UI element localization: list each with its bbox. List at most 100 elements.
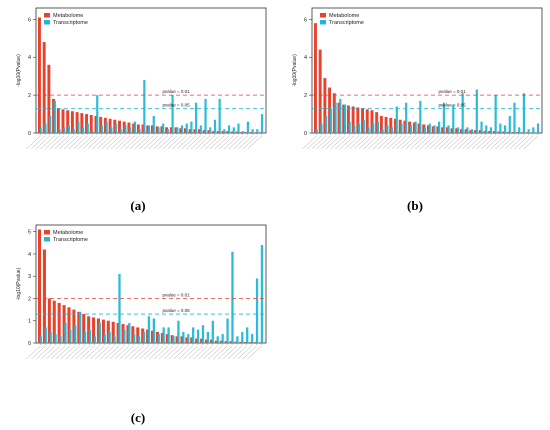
bar-transcriptome — [236, 336, 239, 343]
legend-swatch — [44, 237, 50, 242]
bar-metabolome — [224, 341, 228, 343]
bar-metabolome — [132, 123, 136, 133]
bar-metabolome — [394, 118, 397, 133]
bar-metabolome — [221, 131, 225, 133]
bar-metabolome — [52, 300, 56, 343]
bar-metabolome — [226, 131, 230, 133]
x-category-label-stroke — [495, 135, 510, 150]
bar-transcriptome — [256, 129, 259, 133]
bar-metabolome — [323, 78, 327, 133]
bar-metabolome — [151, 330, 155, 343]
bar-metabolome — [351, 106, 355, 133]
x-category-label-stroke — [158, 135, 173, 150]
bar-metabolome — [207, 130, 211, 133]
bar-transcriptome — [54, 334, 57, 343]
bar-transcriptome — [98, 322, 101, 343]
x-category-label-stroke — [523, 135, 538, 150]
bar-transcriptome — [339, 98, 342, 133]
bar-metabolome — [375, 112, 379, 133]
bar-transcriptome — [532, 127, 535, 133]
bar-transcriptome — [513, 102, 516, 133]
legend-entry: Transcriptome — [53, 237, 88, 243]
y-tick-label: 2 — [304, 93, 307, 99]
bar-metabolome — [436, 126, 440, 133]
bar-metabolome — [245, 132, 249, 133]
x-category-label-stroke — [190, 135, 206, 150]
bar-metabolome — [121, 324, 125, 343]
bar-metabolome — [398, 119, 402, 133]
bar-metabolome — [38, 17, 41, 133]
panel-b: 0 2 4 6 -log10(Pvalue) pvalue = 0.01 pvalue = … — [292, 7, 543, 150]
x-category-label-stroke — [233, 135, 248, 150]
bar-transcriptome — [72, 129, 75, 133]
bar-transcriptome — [250, 334, 254, 343]
y-tick-label: 3 — [28, 274, 31, 280]
bar-metabolome — [160, 126, 164, 133]
threshold-label: pvalue = 0.01 — [439, 89, 467, 94]
bar-metabolome — [445, 127, 449, 133]
x-category-label-stroke — [330, 135, 345, 150]
x-category-label-stroke — [134, 135, 149, 150]
bar-metabolome — [151, 125, 154, 133]
bar-metabolome — [337, 102, 341, 133]
x-category-label-stroke — [26, 135, 41, 150]
x-category-label-stroke — [222, 345, 238, 360]
bar-transcriptome — [152, 115, 155, 133]
x-category-label-stroke — [344, 135, 359, 150]
legend-entry: Transcriptome — [329, 20, 364, 26]
x-category-label-stroke — [443, 135, 458, 150]
x-category-label-stroke — [85, 345, 100, 360]
bar-transcriptome — [246, 121, 250, 133]
x-category-label-stroke — [158, 345, 174, 360]
bar-metabolome — [244, 341, 248, 343]
bar-metabolome — [96, 318, 101, 343]
bar-transcriptome — [137, 336, 141, 343]
bar-transcriptome — [196, 329, 200, 343]
bar-transcriptome — [438, 121, 441, 133]
bar-transcriptome — [395, 106, 398, 133]
threshold-label: pvalue = 0.05 — [439, 102, 467, 107]
x-category-label-stroke — [172, 135, 187, 150]
bar-metabolome — [389, 117, 393, 133]
bar-transcriptome — [494, 95, 497, 133]
y-axis-label: -log10(Pvalue) — [16, 267, 22, 300]
x-category-label-stroke — [429, 135, 444, 150]
x-category-label-stroke — [96, 135, 112, 150]
x-category-label-stroke — [339, 135, 355, 150]
bar-transcriptome — [231, 251, 234, 343]
bar-transcriptome — [343, 104, 347, 133]
bar-metabolome — [94, 115, 98, 133]
x-category-label-stroke — [335, 135, 350, 150]
x-category-label-stroke — [154, 345, 169, 360]
bar-transcriptome — [485, 125, 488, 133]
bar-metabolome — [111, 321, 115, 343]
x-category-label-stroke — [77, 135, 93, 150]
bar-metabolome — [195, 338, 199, 343]
x-category-label-stroke — [227, 345, 243, 360]
bar-transcriptome — [177, 320, 180, 343]
x-category-label-stroke — [247, 345, 262, 360]
bar-transcriptome — [185, 123, 188, 133]
bar-metabolome — [80, 113, 84, 133]
x-category-label-stroke — [306, 135, 322, 150]
bar-metabolome — [92, 317, 96, 343]
bar-metabolome — [455, 128, 459, 133]
bar-metabolome — [314, 23, 317, 133]
y-tick-label: 0 — [28, 341, 31, 347]
bar-transcriptome — [133, 334, 136, 343]
bar-transcriptome — [118, 273, 121, 343]
legend-swatch — [320, 13, 326, 18]
x-category-label-stroke — [129, 345, 144, 360]
x-category-label-stroke — [36, 345, 51, 360]
x-category-label-stroke — [302, 135, 317, 150]
bar-transcriptome — [508, 115, 511, 133]
x-category-label-stroke — [110, 135, 126, 150]
bar-transcriptome — [166, 129, 169, 133]
bar-metabolome — [70, 111, 74, 133]
bar-transcriptome — [320, 123, 323, 133]
bar-metabolome — [516, 132, 520, 133]
bar-transcriptome — [172, 336, 175, 343]
bar-metabolome — [464, 129, 468, 133]
bar-transcriptome — [199, 125, 202, 133]
bar-metabolome — [342, 104, 346, 133]
